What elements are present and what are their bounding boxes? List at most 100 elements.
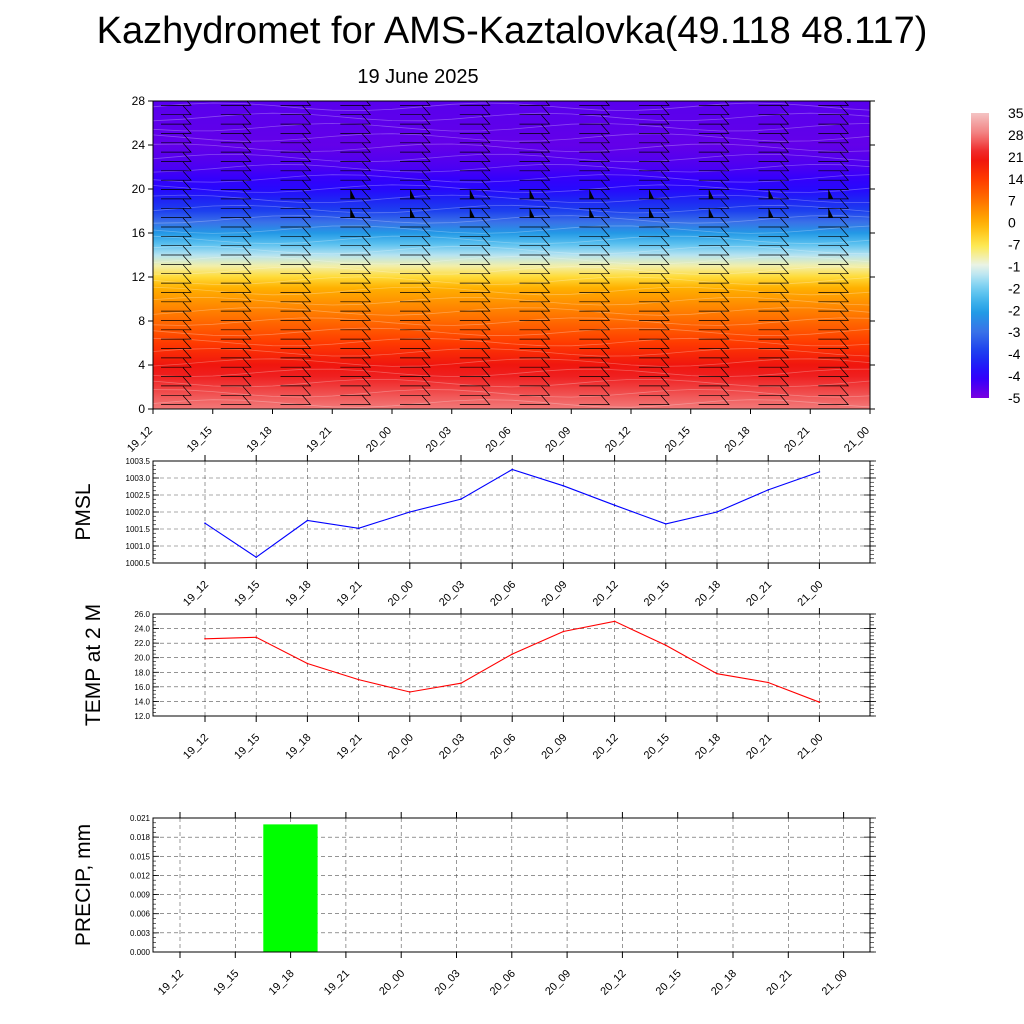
colorbar-label: 35 <box>1008 105 1024 121</box>
x-tick-label: 19_18 <box>283 579 313 609</box>
wind-barb <box>280 386 312 396</box>
colorbar-label: -4 <box>1008 368 1021 384</box>
data-point <box>818 701 821 703</box>
wind-barb <box>878 209 908 218</box>
y-tick-label: 1002.5 <box>126 491 151 500</box>
y-axis-label: PRECIP, mm <box>72 824 95 946</box>
wind-barb <box>639 245 670 256</box>
wind-barb <box>878 330 908 339</box>
x-tick-label: 19_21 <box>335 732 365 762</box>
wind-barb <box>161 348 192 359</box>
y-tick-label: 0.018 <box>130 833 151 842</box>
wind-barb <box>818 217 850 228</box>
wind-barb <box>400 283 431 293</box>
contour-line <box>153 358 870 367</box>
wind-barb <box>280 124 312 134</box>
contour-line <box>153 153 870 163</box>
wind-barb-pennant <box>350 207 356 218</box>
colorbar-label: 14 <box>1008 171 1024 187</box>
x-tick-label: 19_12 <box>125 425 155 455</box>
wind-barb <box>220 208 252 218</box>
contour-line <box>153 337 870 347</box>
data-point <box>767 489 769 491</box>
wind-barb <box>878 96 908 105</box>
wind-barb <box>818 367 850 377</box>
wind-barb <box>459 236 491 247</box>
wind-barb <box>340 301 372 312</box>
wind-barb <box>758 348 790 359</box>
contour-line <box>153 266 870 275</box>
data-point <box>511 653 513 655</box>
wind-barb <box>161 217 192 228</box>
data-point <box>255 556 257 559</box>
wind-barb <box>340 142 372 153</box>
y-tick-label: 0.006 <box>130 910 151 919</box>
wind-barb <box>878 386 908 395</box>
wind-barb <box>459 245 491 256</box>
wind-barb <box>459 142 491 153</box>
wind-barb <box>220 142 252 153</box>
wind-barb <box>878 181 908 190</box>
wind-barb <box>878 106 908 115</box>
wind-barb <box>818 283 850 293</box>
wind-barb <box>878 143 908 152</box>
wind-barb <box>340 311 372 321</box>
wind-barb <box>758 255 790 265</box>
wind-barb <box>459 170 491 181</box>
wind-barb <box>878 368 908 377</box>
wind-barb <box>519 199 551 209</box>
wind-barb <box>161 283 192 293</box>
wind-barb <box>220 124 252 134</box>
wind-barb <box>340 152 372 162</box>
wind-barb <box>758 170 790 181</box>
wind-barb <box>161 320 192 331</box>
data-point <box>665 523 667 525</box>
wind-barb <box>340 170 372 181</box>
x-tick-label: 20_21 <box>744 579 774 609</box>
wind-barb <box>519 180 551 190</box>
wind-barb <box>459 217 491 228</box>
x-tick-label: 20_21 <box>782 425 812 455</box>
wind-barb <box>878 255 908 264</box>
wind-barb <box>519 320 551 331</box>
x-tick-label: 19_12 <box>181 579 211 609</box>
contour-line <box>153 204 870 214</box>
wind-barb <box>340 105 372 116</box>
wind-barb <box>459 357 491 368</box>
wind-barb <box>161 180 192 190</box>
wind-barb <box>698 152 730 162</box>
wind-barb <box>519 386 551 396</box>
wind-barb <box>519 227 551 237</box>
wind-barb <box>579 273 611 284</box>
wind-barb <box>400 105 431 116</box>
x-tick-label: 20_12 <box>591 732 621 762</box>
wind-barb <box>161 395 192 405</box>
wind-barb <box>758 236 790 247</box>
wind-barb <box>818 142 850 153</box>
wind-barb <box>698 217 730 228</box>
wind-barb <box>818 227 850 237</box>
wind-barb <box>220 114 252 125</box>
contour-line <box>153 225 870 234</box>
y-tick-label: 28 <box>132 94 146 108</box>
wind-barb <box>758 101 790 106</box>
y-tick-label: 24 <box>132 138 146 152</box>
wind-barb <box>698 357 730 368</box>
wind-barb <box>340 133 372 144</box>
wind-barb <box>280 311 312 321</box>
wind-barb <box>280 320 312 331</box>
wind-barb <box>280 101 312 106</box>
wind-barb <box>758 180 790 190</box>
wind-barb <box>459 395 491 405</box>
wind-barb <box>280 180 312 190</box>
wind-barb <box>878 396 908 405</box>
x-tick-label: 20_00 <box>386 732 416 762</box>
wind-barb <box>459 367 491 377</box>
wind-barb <box>459 114 491 125</box>
wind-barb <box>459 133 491 144</box>
y-tick-label: 18.0 <box>134 668 150 677</box>
wind-barb <box>280 292 312 303</box>
wind-barb <box>639 114 670 125</box>
wind-barb <box>340 339 372 349</box>
wind-barb <box>280 227 312 237</box>
